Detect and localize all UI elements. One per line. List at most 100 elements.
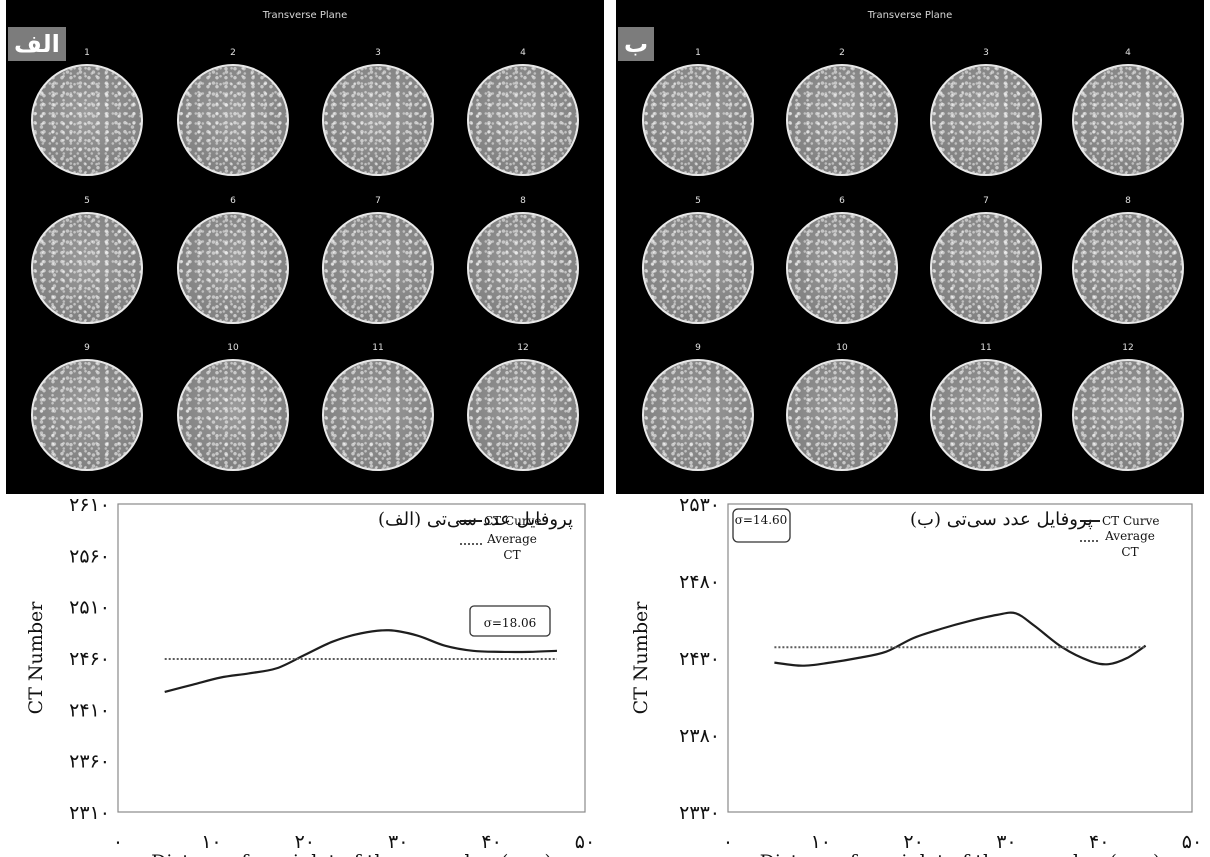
y-tick-label: ۲۴۱۰ xyxy=(69,699,110,721)
ct-slice-image xyxy=(642,212,754,324)
sigma-label: σ=14.60 xyxy=(735,513,788,527)
y-tick-label: ۲۳۳۰ xyxy=(679,802,720,824)
x-tick-label: ۰ xyxy=(113,831,123,853)
slice-number: 1 xyxy=(695,48,701,58)
chart-svg: ۲۳۱۰ ۲۳۶۰ ۲۴۱۰ ۲۴۶۰ ۲۵۱۰ ۲۵۶۰ ۲۶۱۰ ۰ ۱۰ ۲۰ ۳۰ ۴۰ ۵۰ D… xyxy=(25,494,595,857)
ct-slice-image xyxy=(642,359,754,471)
ct-curve-line xyxy=(774,611,1147,667)
ct-slice-image xyxy=(467,64,579,176)
y-tick-label: ۲۳۱۰ xyxy=(69,802,110,824)
y-tick-label: ۲۴۸۰ xyxy=(679,571,720,593)
chart-title: پروفایل عدد سی‌تی (الف) xyxy=(378,509,573,530)
ct-slice-image xyxy=(322,359,434,471)
slice-number: 3 xyxy=(983,48,989,58)
ct-slice-image xyxy=(930,359,1042,471)
sigma-box xyxy=(469,605,551,637)
y-axis-label: CT Number xyxy=(25,601,47,715)
x-tick-label: ۲۰ xyxy=(295,831,315,853)
ct-slice-image xyxy=(642,64,754,176)
slice-number: 5 xyxy=(695,196,701,206)
ct-slice-image xyxy=(786,359,898,471)
x-tick-label: ۳۰ xyxy=(996,831,1016,853)
ct-slice-image xyxy=(177,359,289,471)
y-tick-label: ۲۵۳۰ xyxy=(679,494,720,516)
slice-number: 4 xyxy=(1125,48,1131,58)
chart-svg: ۲۳۳۰ ۲۳۸۰ ۲۴۳۰ ۲۴۸۰ ۲۵۳۰ ۰ ۱۰ ۲۰ ۳۰ ۴۰ ۵۰ Distance … xyxy=(630,494,1202,857)
x-tick-label: ۵۰ xyxy=(575,831,595,853)
x-tick-label: ۰ xyxy=(723,831,733,853)
ct-slice-image xyxy=(1072,212,1184,324)
ct-slice-image xyxy=(930,64,1042,176)
slice-number: 3 xyxy=(375,48,381,58)
ct-profile-chart-a: ۲۳۱۰ ۲۳۶۰ ۲۴۱۰ ۲۴۶۰ ۲۵۱۰ ۲۵۶۰ ۲۶۱۰ ۰ ۱۰ ۲۰ ۳۰ ۴۰ ۵۰ D… xyxy=(0,494,605,857)
x-tick-label: ۵۰ xyxy=(1182,831,1202,853)
legend-average-label: Average xyxy=(486,532,537,546)
slice-number: 11 xyxy=(980,343,992,353)
slice-number: 8 xyxy=(520,196,526,206)
ct-slice-image xyxy=(467,212,579,324)
ct-slices-panel-b: Transverse Plane ب 1 2 3 4 5 6 7 8 9 10 … xyxy=(616,0,1204,494)
slice-number: 1 xyxy=(84,48,90,58)
x-axis-label: Distance from inlet of the core plug (mm… xyxy=(151,851,552,857)
slice-number: 4 xyxy=(520,48,526,58)
slice-number: 11 xyxy=(372,343,384,353)
ct-slice-image xyxy=(322,212,434,324)
ct-slice-image xyxy=(177,212,289,324)
legend-ct-curve-label: CT Curve xyxy=(484,514,542,528)
x-tick-label: ۲۰ xyxy=(903,831,923,853)
slice-number: 8 xyxy=(1125,196,1131,206)
y-tick-label: ۲۳۸۰ xyxy=(679,725,720,747)
slice-number: 12 xyxy=(517,343,529,353)
slice-number: 10 xyxy=(836,343,848,353)
x-axis-label: Distance from inlet of the core plug (mm… xyxy=(760,851,1161,857)
plane-title: Transverse Plane xyxy=(262,10,348,21)
ct-slice-image xyxy=(786,212,898,324)
x-tick-label: ۴۰ xyxy=(1089,831,1109,853)
slice-number: 12 xyxy=(1122,343,1134,353)
ct-slice-image xyxy=(786,64,898,176)
legend-average-label: CT xyxy=(1121,545,1138,559)
plot-frame xyxy=(117,503,586,813)
ct-curve-line xyxy=(164,629,558,693)
ct-slice-image xyxy=(1072,64,1184,176)
y-tick-label: ۲۶۱۰ xyxy=(69,494,110,516)
y-tick-label: ۲۳۶۰ xyxy=(69,751,110,773)
ct-slice-image xyxy=(1072,359,1184,471)
slice-number: 6 xyxy=(230,196,236,206)
plane-title: Transverse Plane xyxy=(867,10,953,21)
x-tick-label: ۳۰ xyxy=(388,831,408,853)
legend-average-label: Average xyxy=(1104,529,1155,543)
slice-number: 9 xyxy=(84,343,90,353)
ct-slice-image xyxy=(467,359,579,471)
ct-slice-image xyxy=(31,64,143,176)
y-tick-label: ۲۵۱۰ xyxy=(69,597,110,619)
slice-number: 7 xyxy=(983,196,989,206)
slice-number: 9 xyxy=(695,343,701,353)
slice-number: 7 xyxy=(375,196,381,206)
y-tick-label: ۲۴۳۰ xyxy=(679,648,720,670)
panel-label: ب xyxy=(618,27,655,61)
x-tick-label: ۴۰ xyxy=(481,831,501,853)
x-tick-label: ۱۰ xyxy=(811,831,831,853)
slice-number: 6 xyxy=(839,196,845,206)
ct-slice-image xyxy=(177,64,289,176)
sigma-label: σ=18.06 xyxy=(484,616,537,630)
slice-number: 2 xyxy=(839,48,845,58)
y-tick-label: ۲۵۶۰ xyxy=(69,545,110,567)
ct-slices-panel-a: Transverse Plane الف 1 2 3 4 5 6 7 8 9 1… xyxy=(6,0,604,494)
ct-slice-image xyxy=(31,359,143,471)
y-tick-label: ۲۴۶۰ xyxy=(69,648,110,670)
ct-slice-image xyxy=(31,212,143,324)
slice-number: 2 xyxy=(230,48,236,58)
ct-profile-chart-b: ۲۳۳۰ ۲۳۸۰ ۲۴۳۰ ۲۴۸۰ ۲۵۳۰ ۰ ۱۰ ۲۰ ۳۰ ۴۰ ۵۰ Distance … xyxy=(605,494,1210,857)
x-tick-label: ۱۰ xyxy=(201,831,221,853)
ct-slice-image xyxy=(322,64,434,176)
sigma-box xyxy=(732,508,791,543)
panel-label: الف xyxy=(8,27,66,61)
y-axis-label: CT Number xyxy=(630,601,652,715)
legend-ct-curve-label: CT Curve xyxy=(1102,514,1160,528)
slice-number: 10 xyxy=(227,343,239,353)
legend-average-label: CT xyxy=(503,548,520,562)
chart-title: پروفایل عدد سی‌تی (ب) xyxy=(910,509,1093,530)
slice-number: 5 xyxy=(84,196,90,206)
